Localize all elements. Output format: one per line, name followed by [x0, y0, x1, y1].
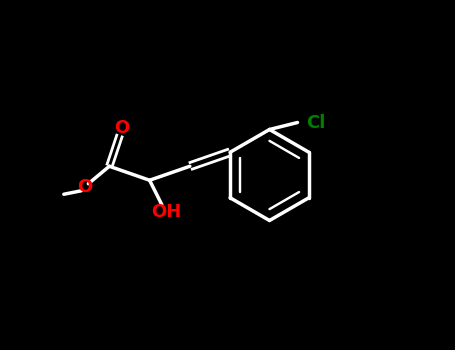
Text: OH: OH	[151, 203, 182, 222]
Text: Cl: Cl	[306, 113, 326, 132]
Text: O: O	[77, 178, 92, 196]
Text: O: O	[114, 119, 129, 138]
